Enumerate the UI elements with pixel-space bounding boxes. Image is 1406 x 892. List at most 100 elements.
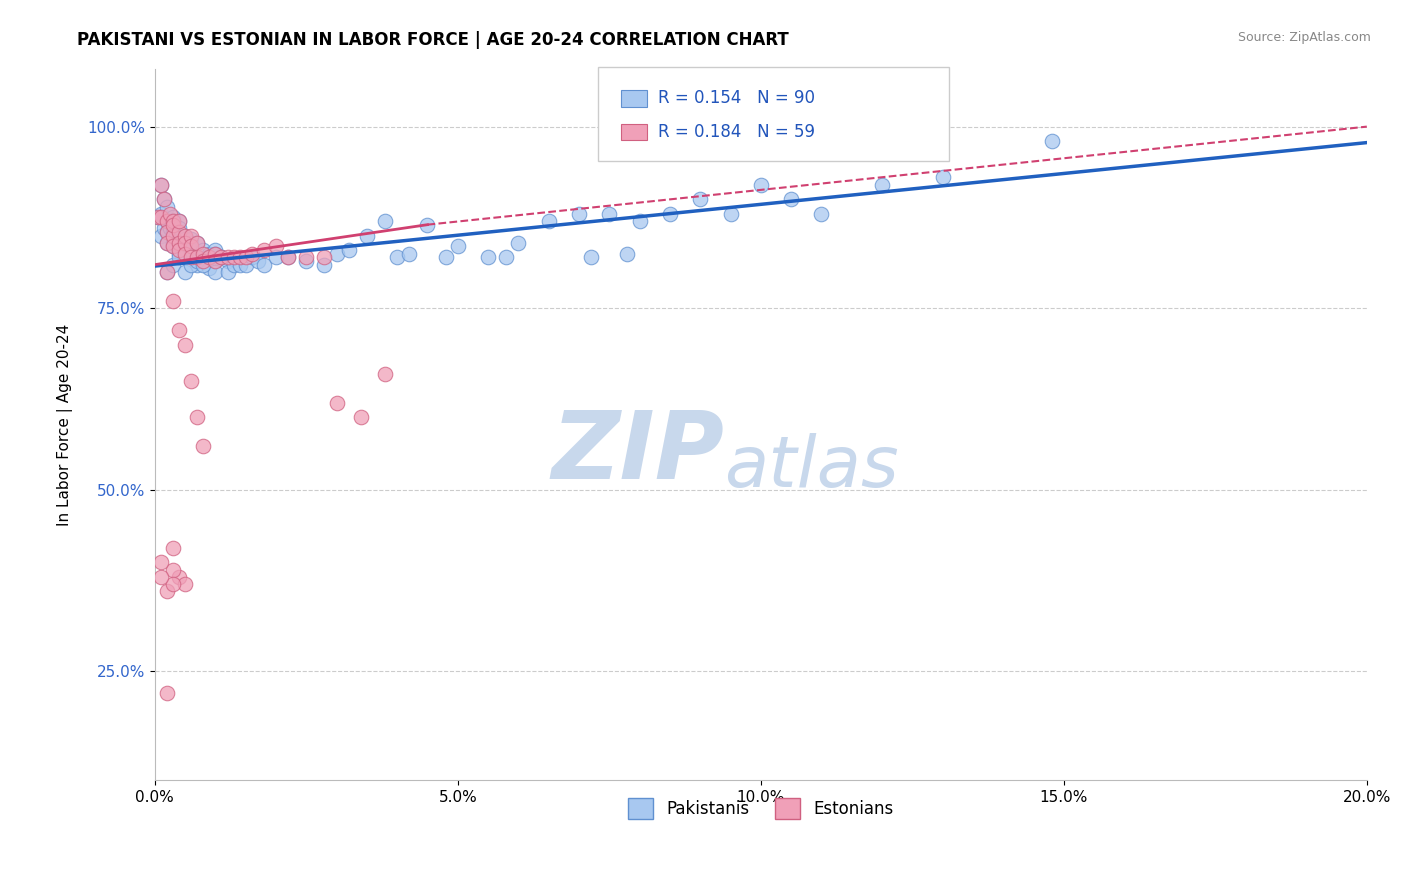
Point <box>167 323 190 337</box>
Point <box>325 246 347 260</box>
Point <box>153 192 176 206</box>
Point <box>568 207 591 221</box>
Point <box>153 221 176 235</box>
Point <box>253 243 276 257</box>
Point <box>174 232 197 246</box>
Point <box>149 211 172 225</box>
Point <box>198 251 221 265</box>
Point <box>186 235 208 250</box>
Point <box>149 178 172 192</box>
Point <box>374 367 396 381</box>
Point <box>159 221 181 235</box>
Point <box>387 251 409 265</box>
Point <box>180 251 202 265</box>
Point <box>277 251 299 265</box>
Point <box>162 258 184 272</box>
Point <box>149 556 172 570</box>
Point <box>167 221 190 235</box>
Point <box>193 254 215 268</box>
Point <box>314 258 336 272</box>
Text: Source: ZipAtlas.com: Source: ZipAtlas.com <box>1237 31 1371 45</box>
Point <box>350 410 373 425</box>
Point <box>264 251 287 265</box>
Point <box>720 207 742 221</box>
Point <box>167 225 190 239</box>
Point <box>162 293 184 308</box>
Point <box>628 214 651 228</box>
Point <box>162 563 184 577</box>
Point <box>156 265 179 279</box>
Point <box>167 246 190 260</box>
Point <box>222 251 245 265</box>
Point <box>931 170 953 185</box>
Point <box>398 246 420 260</box>
Point <box>153 192 176 206</box>
Point <box>174 246 197 260</box>
Point <box>180 232 202 246</box>
Point <box>174 228 197 243</box>
Point <box>167 570 190 584</box>
Point <box>162 214 184 228</box>
Point <box>277 251 299 265</box>
Point <box>149 570 172 584</box>
Point <box>204 265 226 279</box>
Point <box>240 251 263 265</box>
Text: R = 0.154   N = 90: R = 0.154 N = 90 <box>658 89 815 107</box>
Point <box>167 235 190 250</box>
Point <box>447 239 470 253</box>
Point <box>156 265 179 279</box>
Point <box>156 584 179 599</box>
Text: atlas: atlas <box>724 433 898 501</box>
Point <box>167 251 190 265</box>
Point <box>416 218 439 232</box>
Point <box>810 207 832 221</box>
Point <box>174 337 197 351</box>
Point <box>222 258 245 272</box>
Point <box>193 258 215 272</box>
Point <box>180 258 202 272</box>
Point <box>337 243 360 257</box>
Point <box>211 251 233 265</box>
Point <box>314 251 336 265</box>
Point <box>174 265 197 279</box>
Point <box>689 192 711 206</box>
Point <box>186 251 208 265</box>
Point <box>295 254 318 268</box>
Point <box>159 207 181 221</box>
Point <box>186 235 208 250</box>
Point <box>162 225 184 239</box>
Point <box>156 225 179 239</box>
Point <box>162 239 184 253</box>
Point <box>162 218 184 232</box>
Point <box>167 235 190 250</box>
Point <box>217 254 239 268</box>
Point <box>162 239 184 253</box>
Point <box>180 235 202 250</box>
Point <box>180 243 202 257</box>
Point <box>186 254 208 268</box>
Point <box>264 239 287 253</box>
Point <box>508 235 530 250</box>
Point <box>211 251 233 265</box>
Point <box>156 686 179 700</box>
Point <box>174 235 197 250</box>
Point <box>165 228 187 243</box>
Point <box>1040 134 1063 148</box>
Legend: Pakistanis, Estonians: Pakistanis, Estonians <box>621 792 900 825</box>
Point <box>149 207 172 221</box>
Point <box>174 251 197 265</box>
Point <box>780 192 803 206</box>
Point <box>204 243 226 257</box>
Text: R = 0.184   N = 59: R = 0.184 N = 59 <box>658 123 815 141</box>
Point <box>162 214 184 228</box>
Point <box>356 228 378 243</box>
Point <box>204 246 226 260</box>
Point <box>434 251 457 265</box>
Point <box>749 178 772 192</box>
Point <box>193 439 215 453</box>
Point <box>228 258 250 272</box>
Point <box>186 251 208 265</box>
Point <box>180 239 202 253</box>
Point <box>246 254 269 268</box>
Point <box>537 214 560 228</box>
